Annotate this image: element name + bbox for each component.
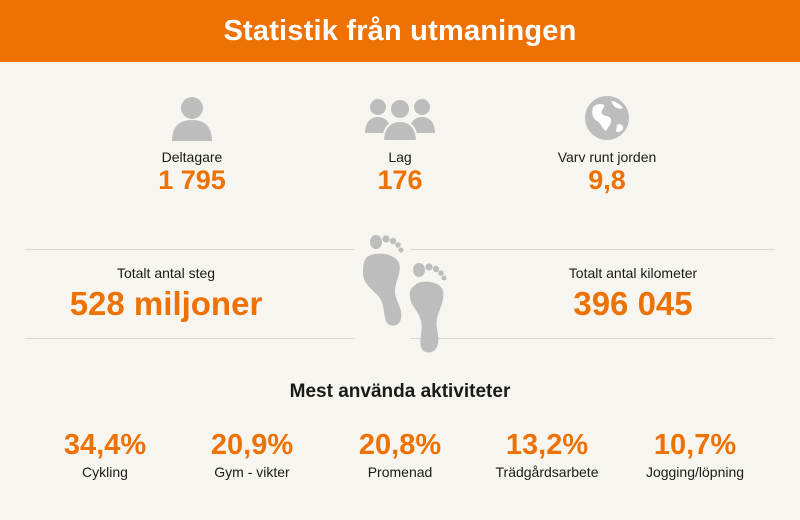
stat-total-steps: Totalt antal steg 528 miljoner xyxy=(56,265,276,323)
activity-item: 13,2% Trädgårdsarbete xyxy=(472,428,622,480)
activity-percent: 10,7% xyxy=(653,429,737,461)
participants-label: Deltagare xyxy=(161,149,223,165)
divider-bottom-right xyxy=(410,338,775,339)
steps-value: 528 miljoner xyxy=(69,285,263,322)
divider-bottom-left xyxy=(25,338,355,339)
activity-item: 34,4% Cykling xyxy=(30,428,180,480)
activity-percent: 34,4% xyxy=(63,429,147,461)
steps-label: Totalt antal steg xyxy=(116,265,216,281)
activity-item: 20,9% Gym - vikter xyxy=(177,428,327,480)
activity-percent: 13,2% xyxy=(505,429,589,461)
laps-label: Varv runt jorden xyxy=(557,149,657,165)
activity-percent: 20,8% xyxy=(358,429,442,461)
km-value: 396 045 xyxy=(573,285,693,322)
divider-top-right xyxy=(410,249,775,250)
header-banner: Statistik från utmaningen xyxy=(0,0,800,62)
activity-percent: 20,9% xyxy=(210,429,294,461)
activity-name: Cykling xyxy=(82,464,128,480)
stat-teams: Lag 176 xyxy=(290,95,510,195)
activity-item: 20,8% Promenad xyxy=(325,428,475,480)
activity-item: 10,7% Jogging/löpning xyxy=(620,428,770,480)
globe-icon xyxy=(585,96,629,140)
activity-name: Gym - vikter xyxy=(214,464,290,480)
activity-name: Jogging/löpning xyxy=(645,464,745,480)
teams-value: 176 xyxy=(377,165,423,195)
page-title: Statistik från utmaningen xyxy=(223,14,577,47)
person-icon xyxy=(172,97,212,141)
laps-value: 9,8 xyxy=(588,165,626,195)
stat-total-km: Totalt antal kilometer 396 045 xyxy=(523,265,743,323)
group-icon xyxy=(365,98,435,141)
stat-participants: Deltagare 1 795 xyxy=(82,95,302,195)
stat-laps: Varv runt jorden 9,8 xyxy=(497,95,717,195)
teams-label: Lag xyxy=(388,149,412,165)
footprints-icon xyxy=(363,235,447,353)
activity-name: Trädgårdsarbete xyxy=(495,464,599,480)
activities-title: Mest använda aktiviteter xyxy=(289,381,511,402)
divider-top-left xyxy=(25,249,355,250)
activity-name: Promenad xyxy=(367,464,433,480)
participants-value: 1 795 xyxy=(158,165,226,195)
km-label: Totalt antal kilometer xyxy=(568,265,698,281)
